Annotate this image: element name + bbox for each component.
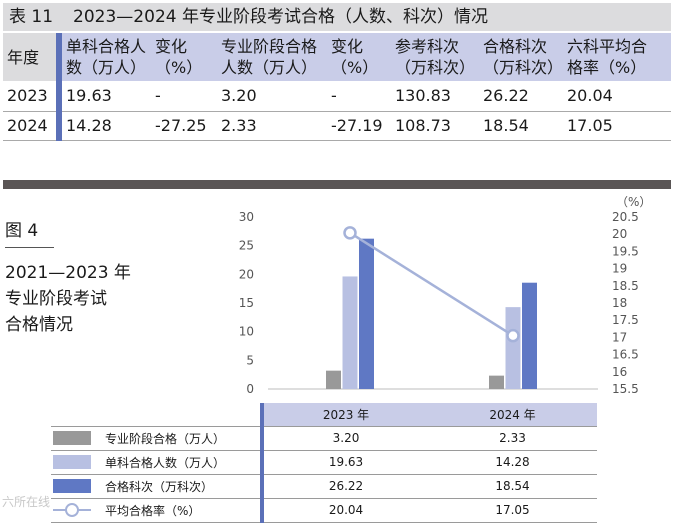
header-stage-pass: 专业阶段合格 人数（万人）: [217, 33, 327, 81]
bar-stage-pass-0: [326, 370, 341, 389]
pass-rate-line: [349, 231, 514, 337]
cell-pass-rate: 17.05: [563, 111, 671, 141]
right-tick-label: 18: [612, 296, 627, 310]
cell-single-pass: 14.28: [56, 111, 151, 141]
legend-swatch-pass-subjects: [53, 479, 91, 493]
cell-stage-pass: 3.20: [217, 81, 327, 112]
legend-value: 19.63: [260, 450, 428, 475]
header-pass-subjects: 合格科次 （万科次）: [479, 33, 563, 81]
left-tick-label: 25: [239, 239, 254, 253]
legend-label: 合格科次（万科次）: [105, 479, 214, 494]
legend-swatch-pass-rate: [53, 503, 91, 517]
legend-value: 2.33: [428, 426, 597, 451]
cell-pass-subjects: 18.54: [479, 111, 563, 141]
right-tick-label: 15.5: [612, 382, 639, 396]
table-header-row: 年度 单科合格人 数（万人） 变化 （%） 专业阶段合格 人数（万人） 变化 （%） 参…: [3, 33, 671, 81]
pass-rate-point-0: [343, 226, 357, 240]
legend-col-2023: 2023 年: [260, 403, 428, 427]
bar-series: [326, 238, 537, 389]
legend-value: 3.20: [260, 426, 428, 451]
figure-label-rule: [5, 247, 54, 248]
bar-stage-pass-1: [489, 375, 504, 389]
legend-row: 合格科次（万科次） 26.22 18.54: [51, 474, 597, 499]
legend-row: 专业阶段合格（万人） 3.20 2.33: [51, 426, 597, 451]
table-row: 2023 19.63 - 3.20 - 130.83 26.22 20.04: [3, 81, 671, 112]
figure-title: 2021—2023 年 专业阶段考试 合格情况: [5, 263, 131, 335]
header-pass-rate: 六科平均合 格率（%）: [563, 33, 671, 81]
watermark: 六所在线: [2, 495, 51, 509]
pass-rate-point-1: [506, 328, 520, 343]
cell-pass-subjects: 26.22: [479, 81, 563, 112]
legend-row: 单科合格人数（万人） 19.63 14.28: [51, 450, 597, 475]
legend-label: 平均合格率（%）: [105, 503, 201, 518]
right-tick-label: 20.5: [612, 210, 639, 224]
right-tick-label: 20: [612, 227, 627, 241]
right-tick-label: 17: [612, 330, 627, 344]
legend-label: 专业阶段合格（万人）: [105, 431, 226, 446]
cell-exam-subjects: 130.83: [391, 81, 479, 112]
left-tick-label: 30: [239, 210, 254, 224]
right-axis-unit: （%）: [616, 195, 651, 209]
right-axis: 15.5 16 16.5 17 17.5 18 18.5 19 19.5 20 20.5: [612, 210, 639, 396]
cell-exam-subjects: 108.73: [391, 111, 479, 141]
cell-single-pass: 19.63: [56, 81, 151, 112]
qualification-table: 年度 单科合格人 数（万人） 变化 （%） 专业阶段合格 人数（万人） 变化 （%） 参…: [3, 33, 671, 141]
header-change-2: 变化 （%）: [327, 33, 391, 81]
left-tick-label: 20: [239, 267, 254, 281]
legend-value: 26.22: [260, 474, 428, 499]
legend-value: 14.28: [428, 450, 597, 475]
bar-pass-subjects-0: [359, 238, 374, 389]
rate-line-series: [343, 226, 520, 343]
bar-single-pass-0: [342, 276, 358, 389]
left-tick-label: 15: [239, 296, 254, 310]
legend-swatch-single-pass: [53, 455, 91, 469]
section-divider: [3, 180, 671, 189]
right-tick-label: 17.5: [612, 313, 639, 327]
left-tick-label: 10: [239, 325, 254, 339]
cell-change-1: -: [151, 81, 217, 112]
legend-value: 17.05: [428, 498, 597, 523]
figure-label: 图 4: [5, 221, 39, 241]
legend-header-row: 2023 年 2024 年: [51, 403, 597, 427]
cell-change-2: -27.19: [327, 111, 391, 141]
header-single-pass: 单科合格人 数（万人）: [56, 33, 151, 81]
bar-pass-subjects-1: [522, 282, 537, 389]
legend-value: 20.04: [260, 498, 428, 523]
right-tick-label: 19.5: [612, 244, 639, 258]
right-tick-label: 16.5: [612, 348, 639, 362]
legend-value: 18.54: [428, 474, 597, 499]
header-exam-subjects: 参考科次 （万科次）: [391, 33, 479, 81]
cell-year: 2023: [3, 81, 59, 112]
legend-swatch-stage-pass: [53, 431, 91, 445]
right-tick-label: 16: [612, 365, 627, 379]
left-tick-label: 5: [246, 353, 254, 367]
chart-legend-table: 2023 年 2024 年 专业阶段合格（万人） 3.20 2.33 单科合格人…: [51, 403, 597, 523]
table-title: 表 11 2023—2024 年专业阶段考试合格（人数、科次）情况: [3, 3, 671, 31]
table-number: 表 11: [9, 7, 54, 27]
right-tick-label: 18.5: [612, 279, 639, 293]
legend-col-2024: 2024 年: [428, 403, 597, 427]
cell-year: 2024: [3, 111, 59, 141]
legend-label: 单科合格人数（万人）: [105, 455, 226, 470]
table-row: 2024 14.28 -27.25 2.33 -27.19 108.73 18.…: [3, 111, 671, 141]
bar-single-pass-1: [505, 307, 521, 389]
legend-row: 平均合格率（%） 20.04 17.05: [51, 498, 597, 523]
header-year: 年度: [3, 33, 59, 81]
left-tick-label: 0: [246, 382, 254, 396]
cell-stage-pass: 2.33: [217, 111, 327, 141]
table-caption: 2023—2024 年专业阶段考试合格（人数、科次）情况: [73, 7, 488, 27]
cell-pass-rate: 20.04: [563, 81, 671, 112]
cell-change-2: -: [327, 81, 391, 112]
cell-change-1: -27.25: [151, 111, 217, 141]
header-change-1: 变化 （%）: [151, 33, 217, 81]
left-axis: 0 5 10 15 20 25 30: [239, 210, 254, 396]
right-tick-label: 19: [612, 262, 627, 276]
